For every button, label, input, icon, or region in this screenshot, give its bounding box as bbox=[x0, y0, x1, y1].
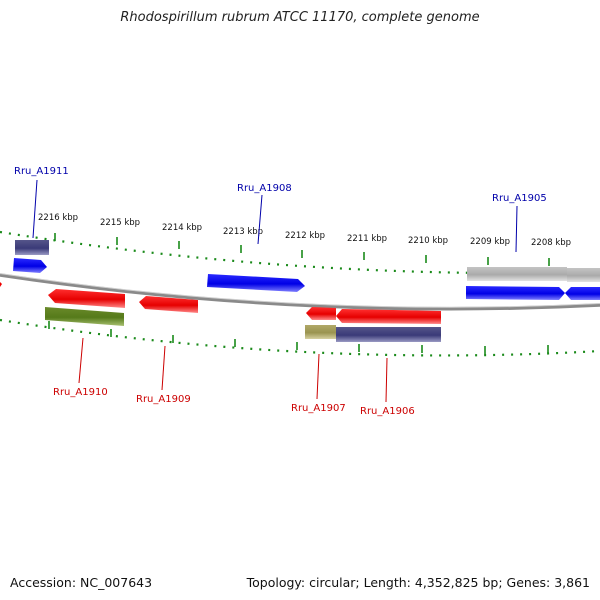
gene-arrow-rru-a1908[interactable] bbox=[207, 274, 305, 292]
ruler-major-ticks bbox=[54, 233, 550, 266]
label-rru-a1911[interactable]: Rru_A1911 bbox=[14, 166, 69, 177]
gene-arrow-rru-a1905[interactable] bbox=[466, 286, 565, 300]
map-title: Rhodospirillum rubrum ATCC 11170, comple… bbox=[120, 10, 480, 25]
gene-arrow-rru-a1909[interactable] bbox=[139, 296, 198, 313]
ruler-label: 2209 kbp bbox=[470, 237, 510, 247]
gene-arrow-rru-a1911[interactable] bbox=[13, 258, 47, 273]
leader-rru-a1907 bbox=[316, 353, 320, 400]
gene-feature-rru-a1910-cds[interactable] bbox=[45, 307, 124, 326]
ruler-labels: 2216 kbp 2215 kbp 2214 kbp 2213 kbp 2212… bbox=[38, 213, 571, 248]
leader-rru-a1908 bbox=[257, 194, 263, 245]
label-rru-a1910[interactable]: Rru_A1910 bbox=[53, 387, 108, 398]
ruler-label: 2216 kbp bbox=[38, 213, 78, 223]
lower-scale-track bbox=[0, 318, 600, 357]
label-rru-a1908[interactable]: Rru_A1908 bbox=[237, 183, 292, 194]
gene-feature-grey-1[interactable] bbox=[467, 267, 567, 281]
leader-rru-a1906 bbox=[385, 357, 388, 403]
label-rru-a1905[interactable]: Rru_A1905 bbox=[492, 193, 547, 204]
ruler-label: 2212 kbp bbox=[285, 231, 325, 241]
genome-summary-text: Topology: circular; Length: 4,352,825 bp… bbox=[246, 575, 590, 590]
ruler-label: 2213 kbp bbox=[223, 227, 263, 237]
label-rru-a1906[interactable]: Rru_A1906 bbox=[360, 406, 415, 417]
gene-arrow-rru-a1910[interactable] bbox=[48, 289, 125, 308]
label-leaders-forward bbox=[32, 179, 518, 253]
leader-rru-a1909 bbox=[161, 345, 166, 391]
gene-arrow-blue-right[interactable] bbox=[565, 287, 600, 300]
genome-backbone bbox=[0, 273, 600, 311]
gene-feature-rru-a1906-cds[interactable] bbox=[336, 327, 441, 342]
ruler-label: 2215 kbp bbox=[100, 218, 140, 228]
label-rru-a1909[interactable]: Rru_A1909 bbox=[136, 394, 191, 405]
gene-fragment[interactable] bbox=[0, 282, 2, 287]
accession-text: Accession: NC_007643 bbox=[10, 575, 153, 590]
label-rru-a1907[interactable]: Rru_A1907 bbox=[291, 403, 346, 414]
gene-feature-grey-2[interactable] bbox=[567, 268, 600, 282]
label-leaders-reverse bbox=[78, 337, 388, 403]
leader-rru-a1905 bbox=[515, 205, 518, 253]
leader-rru-a1910 bbox=[78, 337, 84, 384]
genome-backbone-highlight bbox=[0, 273, 600, 308]
leader-rru-a1911 bbox=[32, 179, 38, 239]
gene-feature-rru-a1907-cds[interactable] bbox=[305, 325, 336, 339]
gene-arrow-rru-a1907[interactable] bbox=[306, 307, 336, 320]
gene-labels: Rru_A1911 Rru_A1908 Rru_A1905 Rru_A1910 … bbox=[14, 166, 547, 417]
ruler-label: 2210 kbp bbox=[408, 236, 448, 246]
ruler-label: 2214 kbp bbox=[162, 223, 202, 233]
gene-arrow-rru-a1906[interactable] bbox=[336, 309, 441, 324]
ruler-label: 2208 kbp bbox=[531, 238, 571, 248]
gene-feature-rru-a1911-cds[interactable] bbox=[15, 240, 49, 255]
ruler-label: 2211 kbp bbox=[347, 234, 387, 244]
lower-major-ticks bbox=[48, 321, 549, 354]
